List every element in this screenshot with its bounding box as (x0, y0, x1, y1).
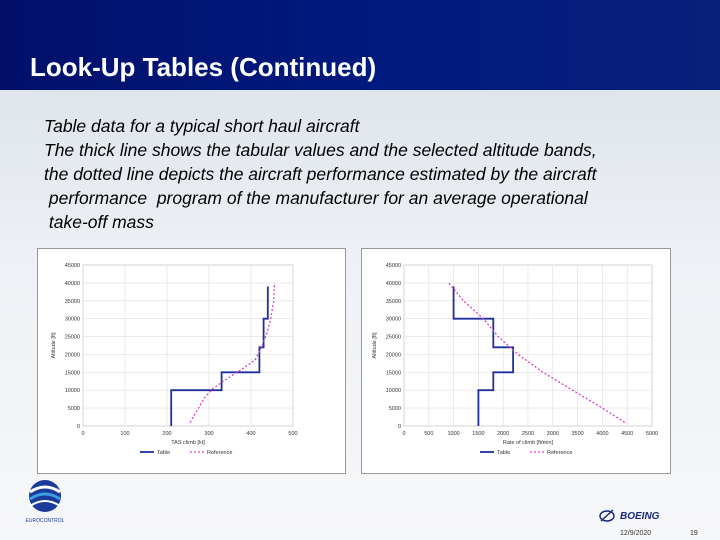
body-line: the dotted line depicts the aircraft per… (44, 164, 597, 184)
x-tick-label: 1500 (472, 431, 484, 437)
rate-of-climb-chart: 0 5000 10000 15000 20000 25000 30000 35000 40000… (361, 248, 671, 474)
tas-climb-chart-svg: 0500010000150002000025000300003500040000… (51, 263, 298, 456)
legend-label: Table (157, 450, 170, 456)
x-tick-label: 5000 (646, 431, 658, 437)
x-tick-label: 1000 (447, 431, 459, 437)
legend-label: Reference (207, 450, 232, 456)
y-tick-label: 10000 (65, 388, 80, 394)
plot-area (82, 264, 294, 427)
series-line-reference (189, 282, 276, 423)
series-line-table (170, 286, 269, 426)
x-tick-label: 200 (162, 431, 171, 437)
x-axis-label: TAS climb [kt] (171, 440, 205, 446)
page-number: 19 (690, 530, 698, 537)
x-tick-label: 3000 (547, 431, 559, 437)
y-tick-label: 40000 (65, 281, 80, 287)
x-tick-label: 400 (246, 431, 255, 437)
x-tick-label: 500 (288, 431, 297, 437)
y-tick-label: 0 (398, 424, 401, 430)
rate-of-climb-chart-svg: 0500010000150002000025000300003500040000… (372, 263, 658, 456)
tas-climb-chart: 0 5000 10000 15000 20000 25000 30000 35000 40000… (37, 248, 346, 474)
y-tick-label: 35000 (386, 299, 401, 305)
x-tick-label: 4500 (621, 431, 633, 437)
x-tick-label: 300 (204, 431, 213, 437)
x-axis-label: Rate of climb [ft/min] (503, 440, 554, 446)
x-tick-label: 2500 (522, 431, 534, 437)
x-tick-label: 0 (81, 431, 84, 437)
x-tick-label: 500 (424, 431, 433, 437)
boeing-logo: BOEING (599, 509, 660, 522)
body-line: Table data for a typical short haul airc… (44, 116, 360, 136)
y-tick-label: 30000 (65, 317, 80, 323)
footer-date: 12/9/2020 (620, 530, 652, 537)
eurocontrol-logo-text: EUROCONTROL (26, 518, 65, 524)
y-tick-label: 45000 (65, 263, 80, 269)
y-tick-label: 25000 (65, 335, 80, 341)
y-tick-label: 20000 (65, 352, 80, 358)
body-line: take-off mass (44, 212, 154, 232)
y-tick-label: 0 (77, 424, 80, 430)
body-text: Table data for a typical short haul airc… (44, 114, 704, 234)
x-tick-label: 100 (120, 431, 129, 437)
body-line: The thick line shows the tabular values … (44, 140, 597, 160)
y-tick-label: 15000 (65, 370, 80, 376)
y-axis-label: Altitude [ft] (372, 332, 378, 358)
y-tick-label: 40000 (386, 281, 401, 287)
y-tick-label: 20000 (386, 352, 401, 358)
y-axis-label: Altitude [ft] (51, 332, 57, 358)
y-tick-label: 10000 (386, 388, 401, 394)
x-tick-label: 4000 (596, 431, 608, 437)
slide-title: Look-Up Tables (Continued) (30, 52, 377, 82)
title-bar: Look-Up Tables (Continued) (0, 0, 720, 90)
series-line-table (452, 286, 515, 426)
y-tick-label: 30000 (386, 317, 401, 323)
y-tick-label: 25000 (386, 335, 401, 341)
y-tick-label: 35000 (65, 299, 80, 305)
y-tick-label: 5000 (389, 406, 401, 412)
eurocontrol-logo: EUROCONTROL (26, 480, 65, 524)
body-line: performance program of the manufacturer … (44, 188, 588, 208)
y-tick-label: 45000 (386, 263, 401, 269)
legend-label: Table (497, 450, 510, 456)
x-tick-label: 2000 (497, 431, 509, 437)
x-tick-label: 0 (402, 431, 405, 437)
y-tick-label: 15000 (386, 370, 401, 376)
y-tick-label: 5000 (68, 406, 80, 412)
x-tick-label: 3500 (571, 431, 583, 437)
boeing-logo-text: BOEING (620, 511, 660, 522)
legend-label: Reference (547, 450, 572, 456)
